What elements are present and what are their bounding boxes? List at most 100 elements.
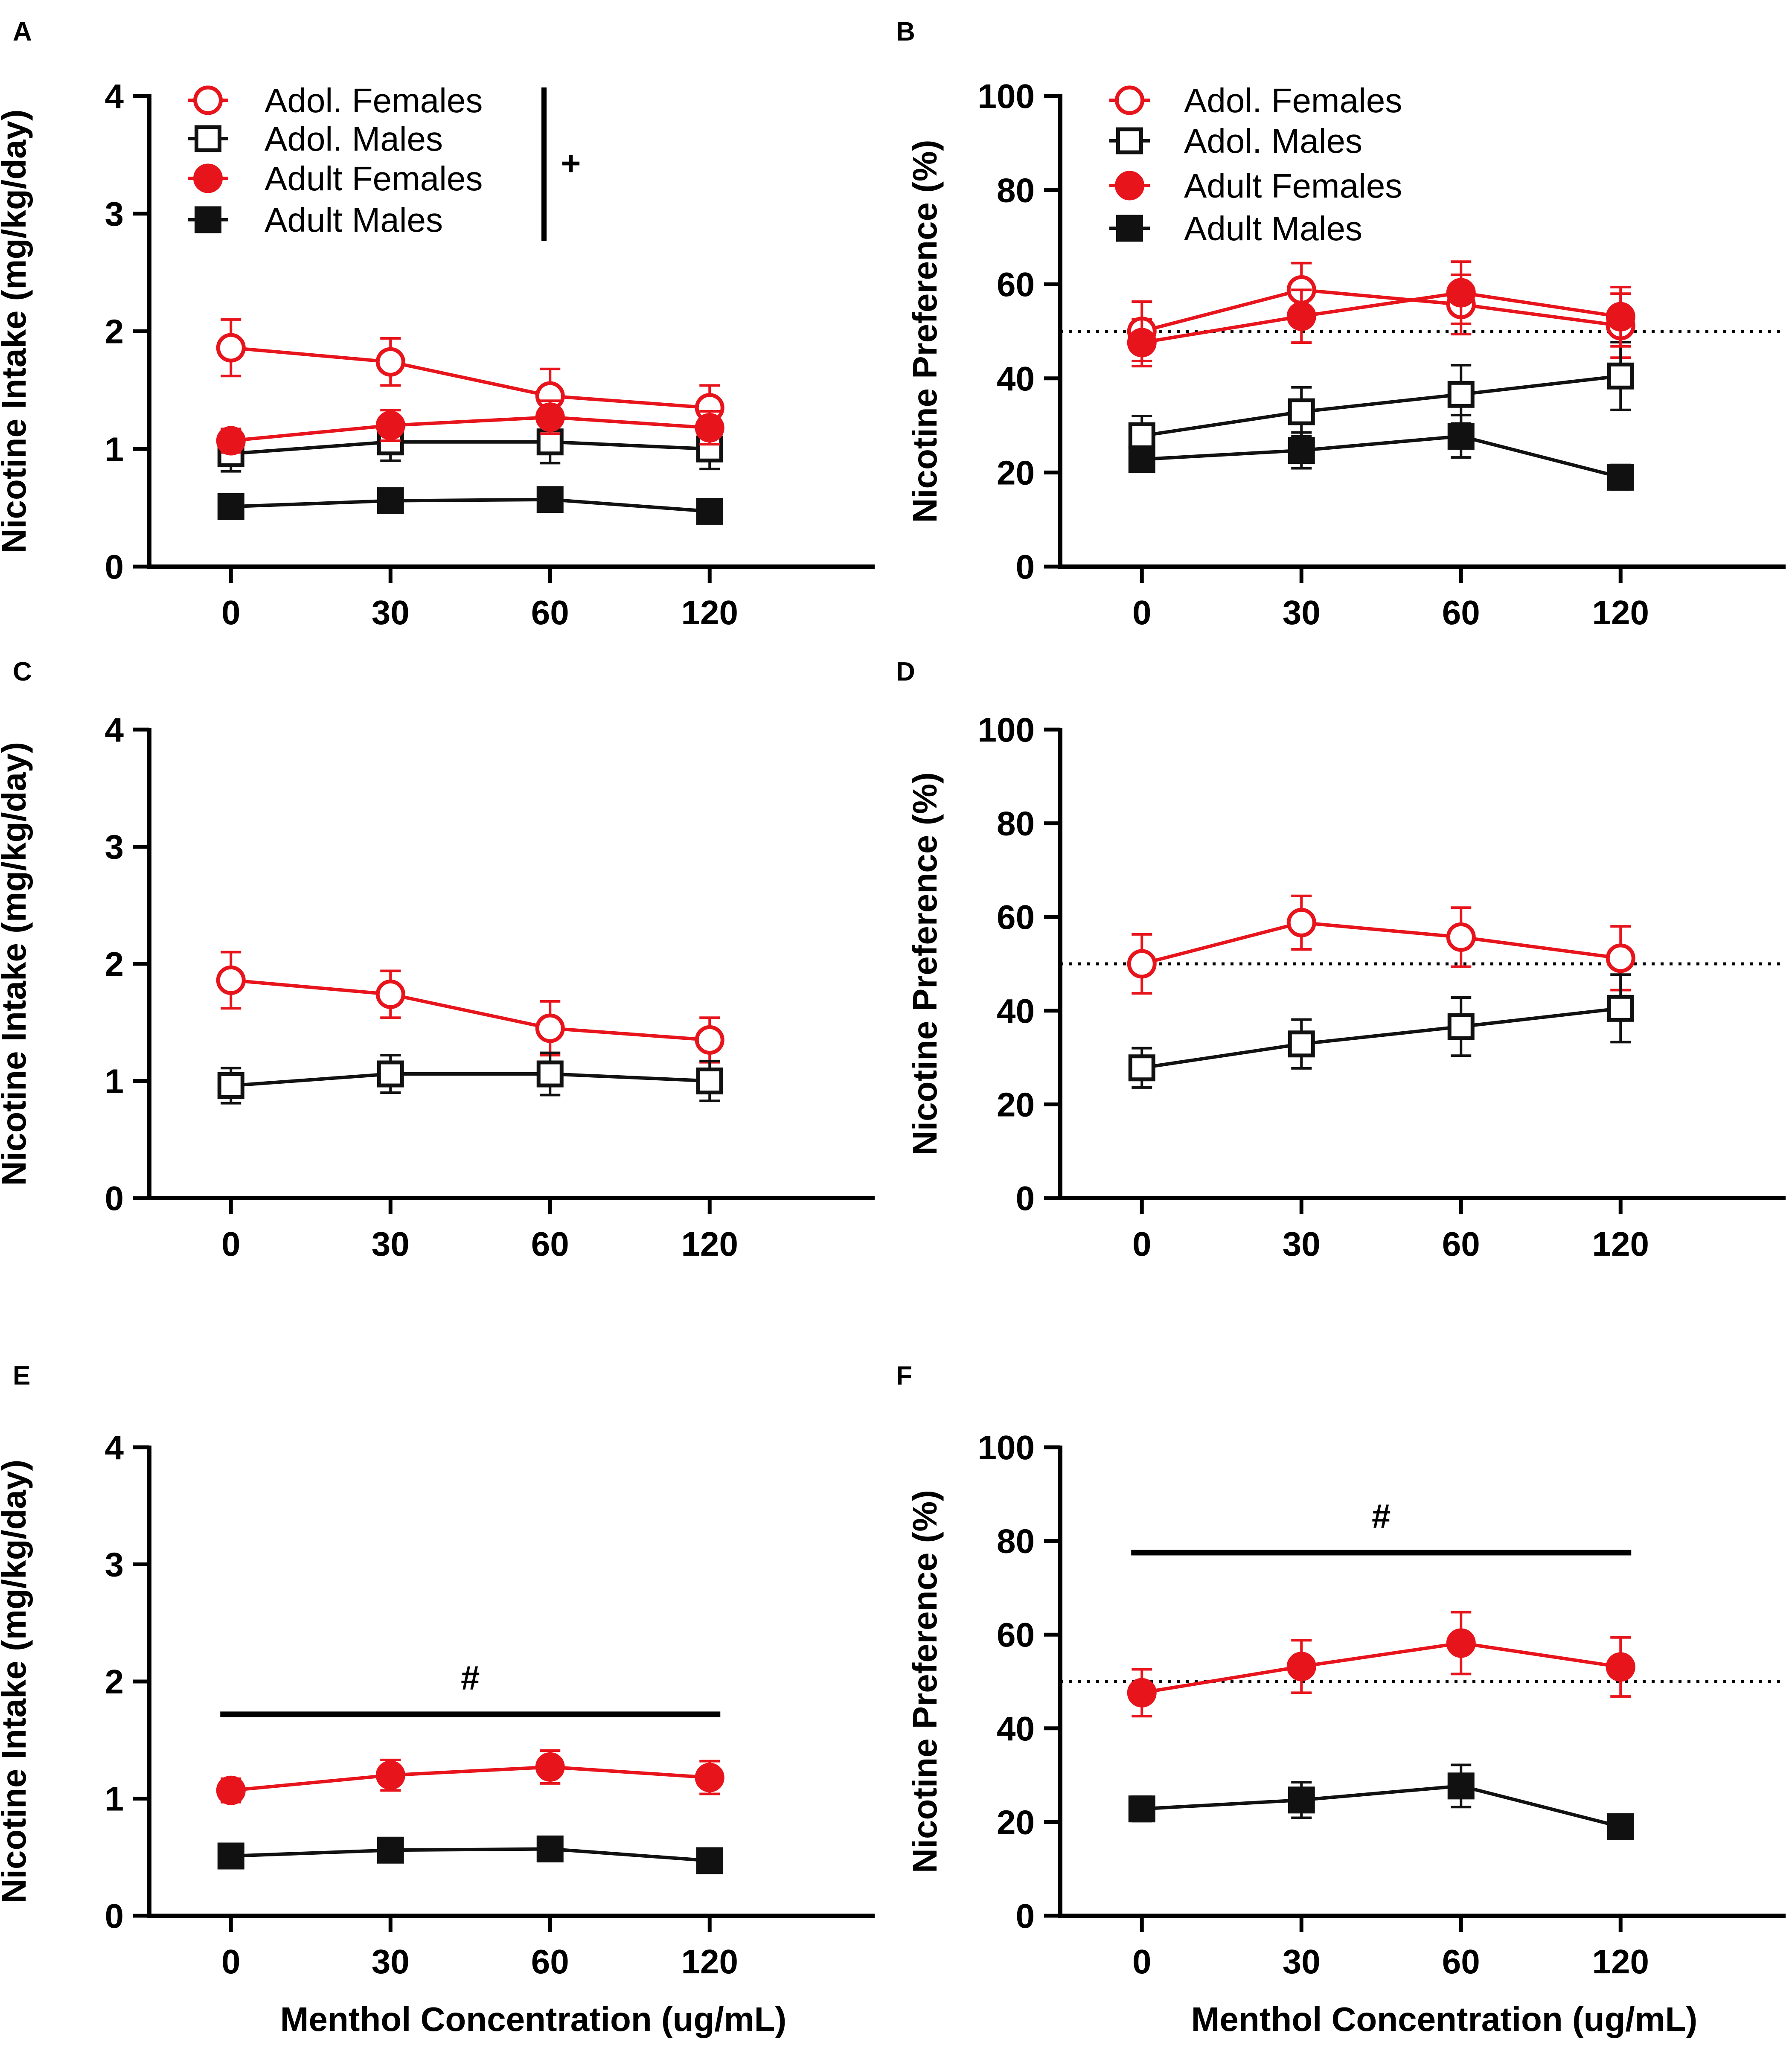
y-tick-label: 20 [997,1085,1035,1123]
y-tick-label: 60 [997,1616,1035,1654]
legend-label: Adult Males [265,201,443,239]
series-line-2-0 [230,978,710,1042]
y-tick-label: 20 [997,1803,1035,1841]
y-axis-title: Nicotine Preference (%) [906,140,944,523]
y-tick-label: 100 [978,77,1035,115]
y-tick-label: 20 [997,454,1035,492]
series-adol-males [1128,973,1634,1089]
series-adol-males [1128,340,1634,457]
y-axis-title: Nicotine Preference (%) [906,772,944,1155]
marker-1-0-legend [1115,85,1144,115]
marker-0-3-0 [217,493,244,520]
x-tick-label: 30 [372,593,410,631]
marker-0-2-2 [535,402,565,432]
x-tick-label: 30 [1283,1943,1321,1981]
series-adol-males [217,1051,723,1105]
y-tick-label: 0 [1016,1179,1035,1217]
marker-2-0-0 [216,965,246,995]
marker-3-1-0 [1128,1054,1155,1082]
x-tick-label: 0 [221,593,241,631]
significance-label: # [1372,1497,1391,1535]
series-line-1-2 [1141,291,1621,344]
y-tick-label: 2 [105,1663,124,1701]
x-tick-label: 120 [1592,593,1649,631]
marker-5-1-1 [1288,1786,1315,1814]
x-axis-title: Menthol Concentration (ug/mL) [280,2000,787,2038]
y-tick-label: 3 [105,828,124,866]
x-tick-label: 120 [681,593,738,631]
marker-0-3-1 [377,487,404,515]
y-tick-label: 0 [105,1179,124,1217]
y-tick-label: 80 [997,1522,1035,1560]
series-line-4-0 [230,1765,710,1792]
y-tick-label: 4 [105,1428,124,1466]
marker-3-1-3 [1607,995,1634,1022]
marker-4-1-0 [217,1842,244,1870]
marker-1-3-1 [1288,437,1315,464]
series-adult-males [1128,1763,1634,1840]
marker-0-0-0 [216,333,246,363]
marker-3-0-1 [1286,908,1316,937]
marker-2-1-1 [377,1060,404,1088]
x-tick-label: 30 [1283,1225,1321,1263]
series-line-0-2 [230,415,710,442]
series-adult-females [1127,260,1635,368]
y-tick-label: 100 [978,711,1035,749]
marker-1-2-1 [1286,301,1316,331]
marker-5-1-2 [1447,1772,1475,1800]
panel-a: A 0 1 2 3 4 0 30 60 120 Nicotine Intake (mg/kg/day… [0,17,875,631]
series-line-0-1 [230,440,710,456]
y-tick-label: 1 [105,430,124,468]
x-tick-label: 0 [221,1943,241,1981]
legend-label: Adol. Males [265,120,443,158]
y-tick-label: 2 [105,313,124,351]
y-tick-label: 80 [997,172,1035,209]
y-tick-label: 100 [978,1428,1035,1466]
marker-2-0-1 [375,979,405,1009]
marker-1-2-0 [1127,328,1157,358]
marker-5-1-3 [1607,1813,1634,1840]
marker-2-0-3 [695,1025,724,1055]
marker-1-1-0 [1128,422,1155,449]
marker-5-1-0 [1128,1795,1155,1823]
x-tick-label: 60 [531,593,569,631]
panel-letter: D [896,657,915,687]
legend-label: Adol. Females [1184,81,1402,119]
series-adult-females [1127,1611,1635,1718]
marker-4-1-2 [536,1836,564,1863]
marker-0-2-legend [193,163,223,193]
marker-5-0-2 [1446,1628,1476,1658]
marker-2-1-2 [536,1060,564,1088]
x-tick-label: 120 [681,1943,738,1981]
y-tick-label: 60 [997,265,1035,303]
series-adol-females [216,318,724,432]
series-adult-males [217,1836,723,1874]
marker-0-3-3 [696,497,723,525]
marker-0-3-2 [536,486,564,513]
marker-0-2-0 [216,426,246,456]
x-tick-label: 30 [372,1225,410,1263]
x-tick-label: 60 [1442,1225,1480,1263]
y-tick-label: 4 [105,711,124,749]
series-adult-females [216,399,724,456]
x-tick-label: 120 [1592,1943,1649,1981]
panel-c: C 0 1 2 3 4 0 30 60 120 Nicotine Intake (mg/kg/day… [0,657,875,1263]
y-tick-label: 0 [105,1897,124,1935]
legend-label: Adol. Males [1184,122,1362,160]
panel-e: E 0 1 2 3 4 0 30 60 120 Nicotine Intake (mg/kg/day… [0,1361,875,2038]
marker-0-2-3 [695,413,724,443]
marker-0-3-legend [195,206,221,233]
series-line-1-1 [1141,374,1621,438]
series-adol-females [216,951,724,1064]
marker-3-0-2 [1446,922,1476,952]
marker-3-1-1 [1288,1030,1315,1058]
x-tick-label: 60 [531,1225,569,1263]
series-line-3-0 [1141,921,1621,966]
marker-0-1-legend [195,125,221,152]
series-adol-females [1127,262,1635,362]
group-annotation: + [561,144,581,182]
y-axis-title: Nicotine Intake (mg/kg/day) [0,109,33,553]
y-tick-label: 3 [105,195,124,233]
